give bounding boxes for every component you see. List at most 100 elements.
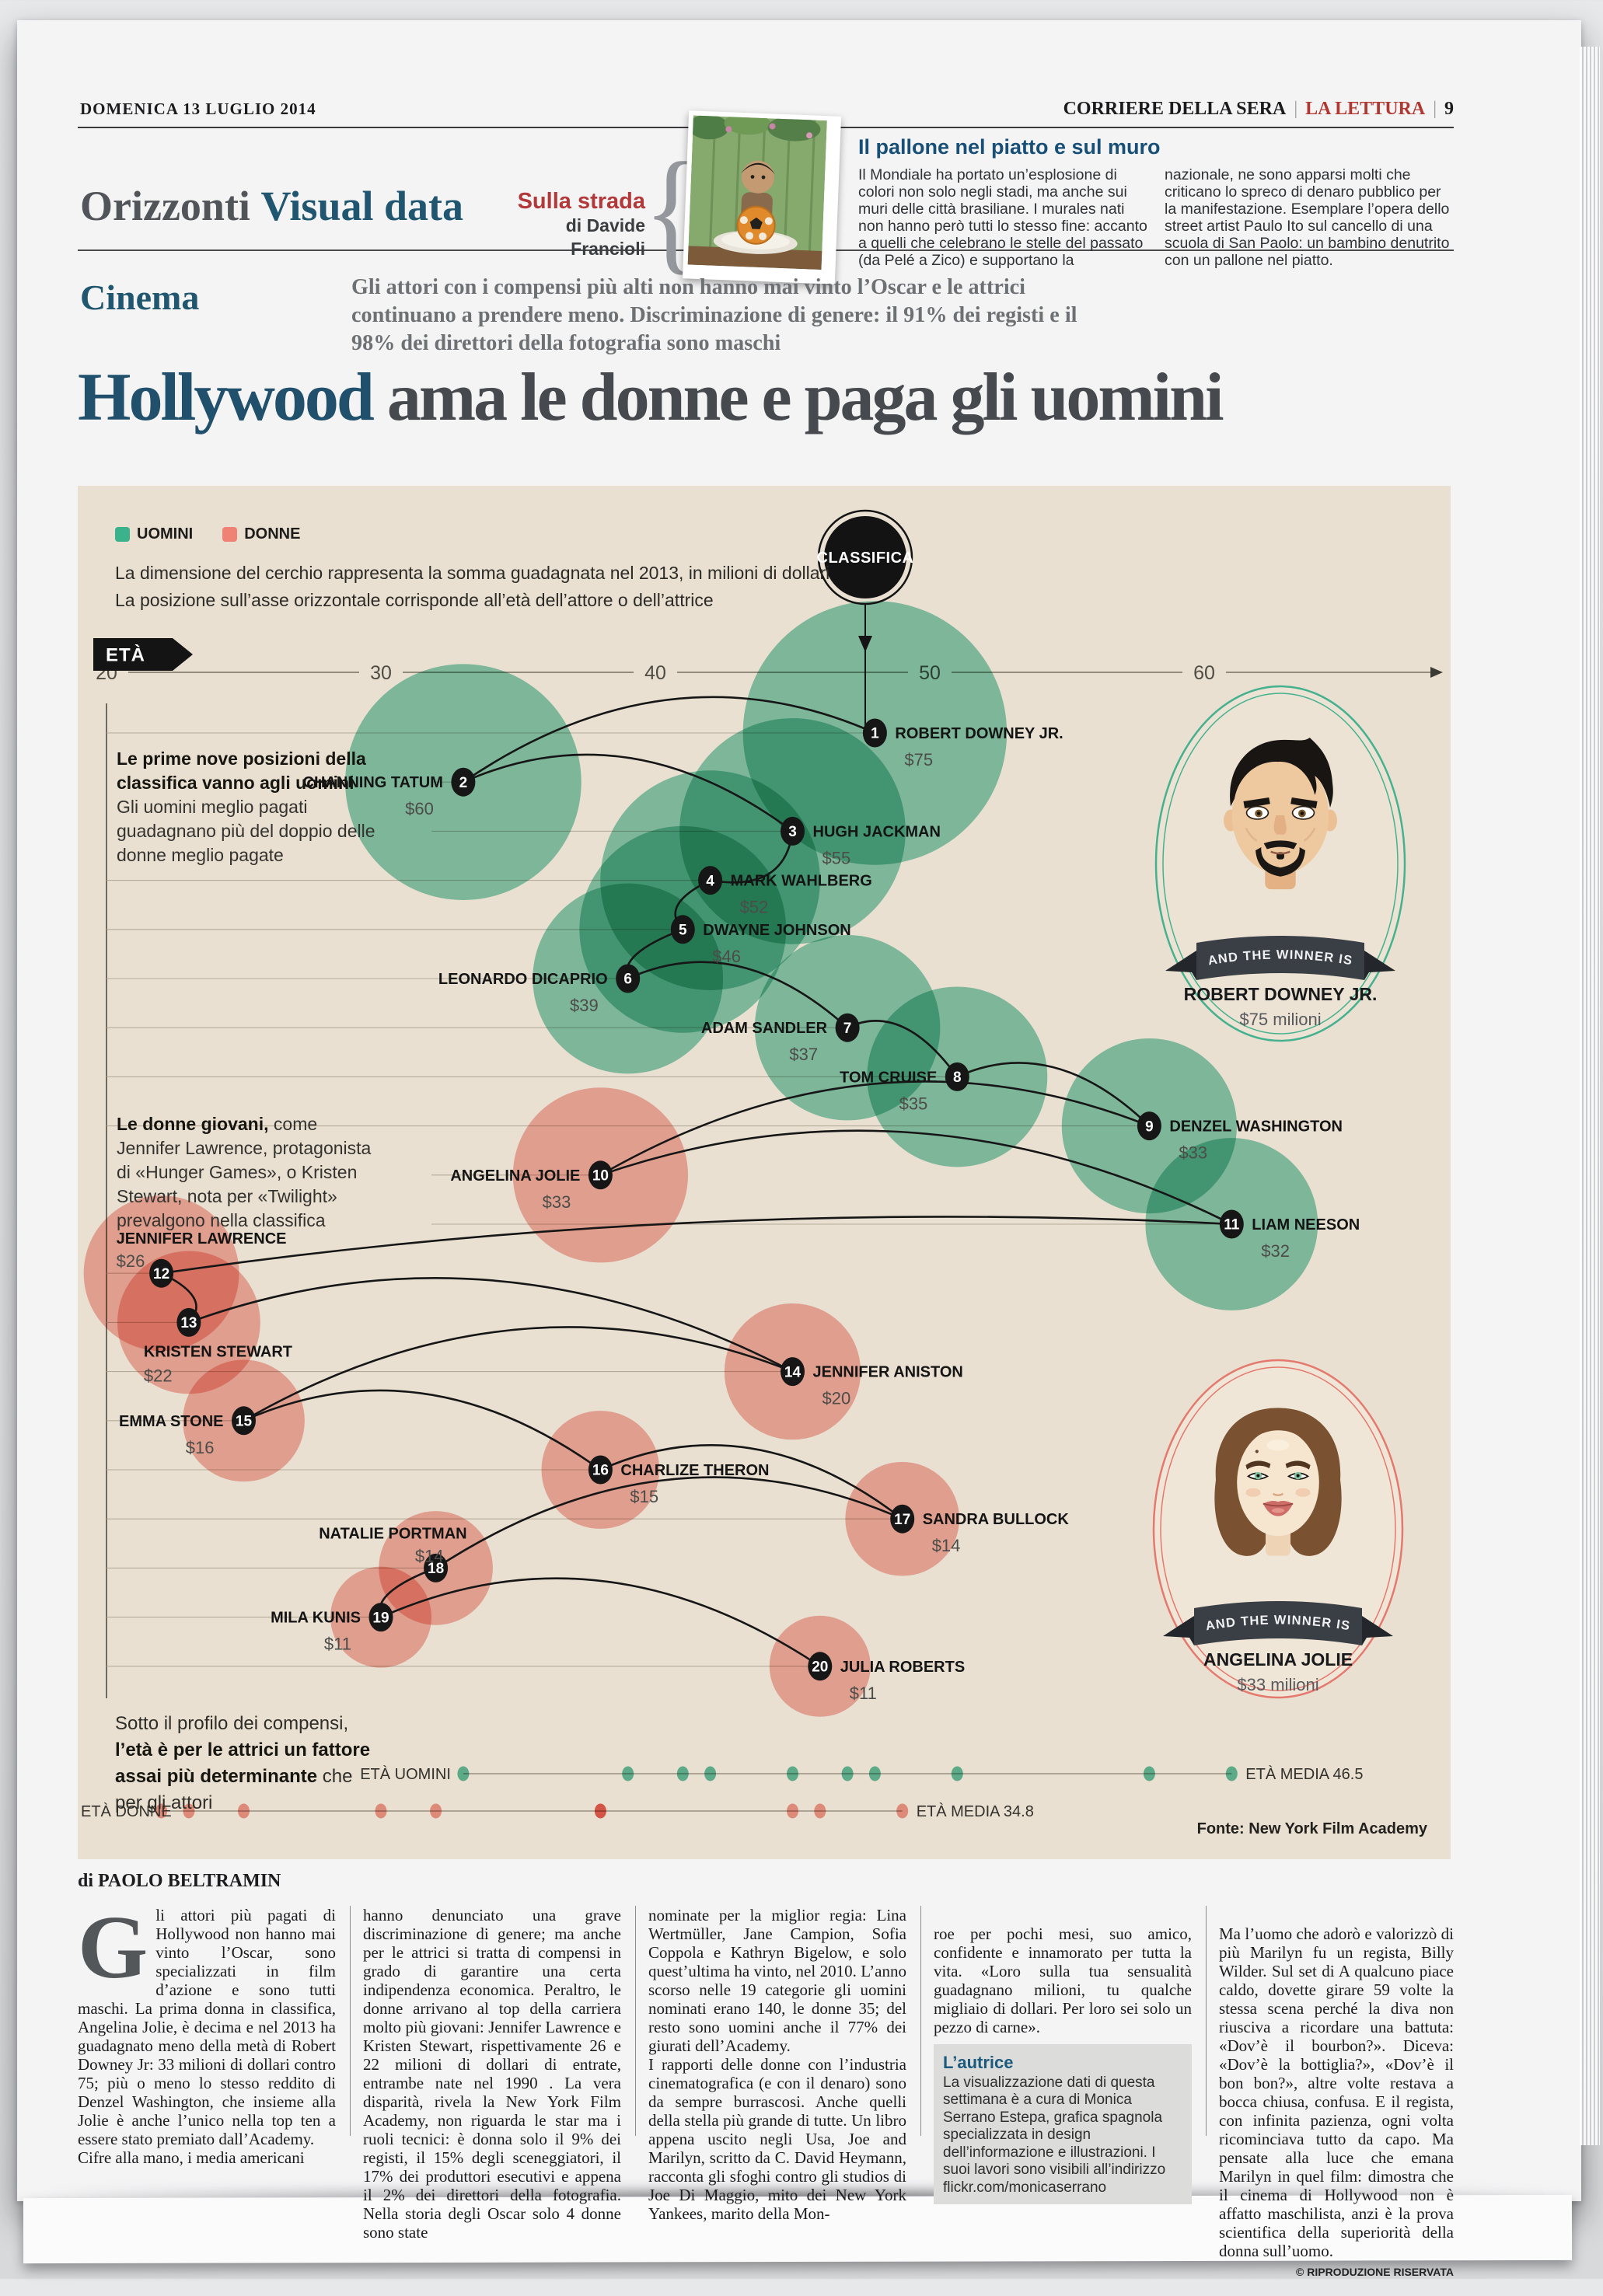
actor-name-11: LIAM NEESON — [1252, 1216, 1360, 1233]
cheek-lines — [1245, 827, 1316, 842]
actor-name-13: KRISTEN STEWART — [144, 1343, 292, 1360]
actor-value-1: $75 — [904, 750, 933, 769]
mouth — [1270, 850, 1290, 855]
winner-man-portrait: AND THE WINNER IS ROBERT DOWNEY JR. $75 … — [1154, 685, 1406, 1042]
rank-number-8: 8 — [953, 1069, 962, 1086]
connector-10-11 — [599, 1129, 1232, 1226]
rank-number-19: 19 — [372, 1610, 389, 1626]
women-age-strip-dot — [430, 1803, 442, 1819]
women-age-strip-mean-label: ETÀ MEDIA 34.8 — [917, 1802, 1034, 1820]
legend-men: UOMINI — [115, 526, 193, 542]
masthead-brand: CORRIERE DELLA SERA | LA LETTURA | 9 — [1063, 99, 1454, 118]
size-note: La dimensione del cerchio rappresenta la… — [115, 563, 830, 583]
beauty-mark — [1255, 1450, 1259, 1453]
connector-19-20 — [380, 1577, 821, 1667]
actor-name-2: CHANNING TATUM — [303, 774, 443, 791]
men-age-strip-mean-label: ETÀ MEDIA 46.5 — [1245, 1765, 1363, 1783]
actor-value-12: $26 — [117, 1251, 145, 1271]
article-col-5: Ma l’uomo che adorò e valorizzò di più M… — [1219, 1906, 1454, 2296]
column-divider — [920, 1906, 921, 2136]
article-col-1-text: li attori più pagati di Hollywood non ha… — [78, 1906, 336, 2167]
copyright-notice: © RIPRODUZIONE RISERVATA — [1296, 2266, 1454, 2278]
actor-name-6: LEONARDO DICAPRIO — [438, 971, 608, 988]
actor-name-19: MILA KUNIS — [271, 1610, 361, 1627]
age-axis-flag: ETÀ — [93, 638, 193, 671]
rank-dot-3 — [781, 816, 805, 846]
hairline — [1238, 1422, 1318, 1458]
rank-dot-16 — [588, 1455, 613, 1485]
men-age-strip-dot — [1225, 1766, 1238, 1781]
rank-number-12: 12 — [153, 1266, 169, 1282]
column-divider — [1206, 1906, 1207, 2136]
separator: | — [1433, 99, 1437, 119]
men-age-strip-dot — [622, 1766, 634, 1781]
actor-value-14: $20 — [822, 1389, 851, 1408]
women-age-strip-dot — [375, 1803, 387, 1819]
rdj-face — [1224, 737, 1337, 890]
actor-name-10: ANGELINA JOLIE — [450, 1167, 580, 1185]
rank-dot-8 — [945, 1062, 969, 1091]
connector-8-9 — [956, 1062, 1151, 1127]
actor-value-3: $55 — [822, 848, 851, 867]
rank-dot-11 — [1219, 1209, 1244, 1239]
section-name: Orizzonti — [80, 183, 250, 229]
mustache — [1263, 840, 1297, 850]
actor-name-12: JENNIFER LAWRENCE — [117, 1230, 287, 1247]
winner-woman-portrait: AND THE WINNER IS ANGELINA JOLIE $33 mil… — [1152, 1359, 1404, 1699]
page-stack-edge — [1580, 47, 1600, 2145]
portrait-ring-inner — [1160, 1366, 1396, 1691]
rank-number-1: 1 — [871, 726, 879, 742]
rank-number-16: 16 — [592, 1463, 609, 1479]
legend-women-label: DONNE — [244, 525, 301, 543]
age-note-post: che per gli attori — [115, 1766, 353, 1813]
women-age-strip-dot — [814, 1803, 826, 1819]
actor-name-17: SANDRA BULLOCK — [923, 1511, 1070, 1528]
rank-dot-17 — [890, 1504, 915, 1534]
actor-name-5: DWAYNE JOHNSON — [703, 922, 850, 939]
actor-value-13: $22 — [144, 1366, 173, 1385]
classifica-badge-label: CLASSIFICA — [817, 550, 914, 567]
actor-name-9: DENZEL WASHINGTON — [1169, 1118, 1343, 1136]
eyebrow-left — [1243, 797, 1270, 808]
article-col-4: roe per pochi mesi, suo amico, confident… — [934, 1906, 1192, 2223]
author-box-title: L’autrice — [943, 2053, 1014, 2072]
page-date: DOMENICA 13 LUGLIO 2014 — [80, 99, 316, 118]
actor-name-15: EMMA STONE — [119, 1413, 223, 1430]
women-age-strip-dot — [594, 1803, 606, 1819]
rank-number-7: 7 — [843, 1021, 852, 1037]
women-age-strip-dot — [183, 1803, 195, 1819]
actor-value-5: $46 — [712, 947, 741, 966]
bubble-chart: 2030405060123456789101112131415161718192… — [81, 509, 1443, 1820]
source-credit: Fonte: New York Film Academy — [1196, 1820, 1427, 1837]
winner-ribbon-man: AND THE WINNER IS — [1165, 936, 1395, 980]
main-headline: Hollywood ama le donne e paga gli uomini — [78, 364, 1469, 432]
jolie-face — [1214, 1408, 1342, 1556]
rank-dot-18 — [424, 1553, 449, 1582]
actor-value-10: $33 — [543, 1192, 571, 1212]
men-age-strip-dot — [951, 1766, 963, 1781]
actor-name-4: MARK WAHLBERG — [731, 873, 872, 890]
article-byline: di PAOLO BELTRAMIN — [78, 1871, 281, 1891]
separator: | — [1294, 99, 1298, 119]
rank-dot-13 — [176, 1307, 201, 1337]
column-divider — [350, 1906, 351, 2136]
men-age-strip-label: ETÀ UOMINI — [360, 1765, 451, 1783]
age-note: Sotto il profilo dei compensi, l’età è p… — [115, 1711, 383, 1816]
rank-dot-7 — [835, 1013, 860, 1042]
actor-value-20: $11 — [850, 1684, 877, 1703]
nose — [1273, 815, 1287, 835]
actor-value-15: $16 — [186, 1438, 215, 1457]
winner-man-name: ROBERT DOWNEY JR. — [1184, 984, 1378, 1004]
rank-number-10: 10 — [592, 1167, 609, 1184]
face — [1231, 756, 1329, 874]
chart-explainer: La dimensione del cerchio rappresenta la… — [115, 560, 829, 614]
chart-legend: UOMINI DONNE — [115, 526, 300, 542]
sidebar-title: Il pallone nel piatto e sul muro — [858, 135, 1161, 159]
actor-name-1: ROBERT DOWNEY JR. — [895, 725, 1063, 742]
connector-16-17 — [599, 1444, 903, 1520]
rank-number-3: 3 — [788, 824, 797, 840]
article-col-4-text: roe per pochi mesi, suo amico, confident… — [934, 1924, 1192, 2036]
kicker-label: Cinema — [80, 277, 200, 317]
connector-1-2 — [463, 696, 875, 783]
